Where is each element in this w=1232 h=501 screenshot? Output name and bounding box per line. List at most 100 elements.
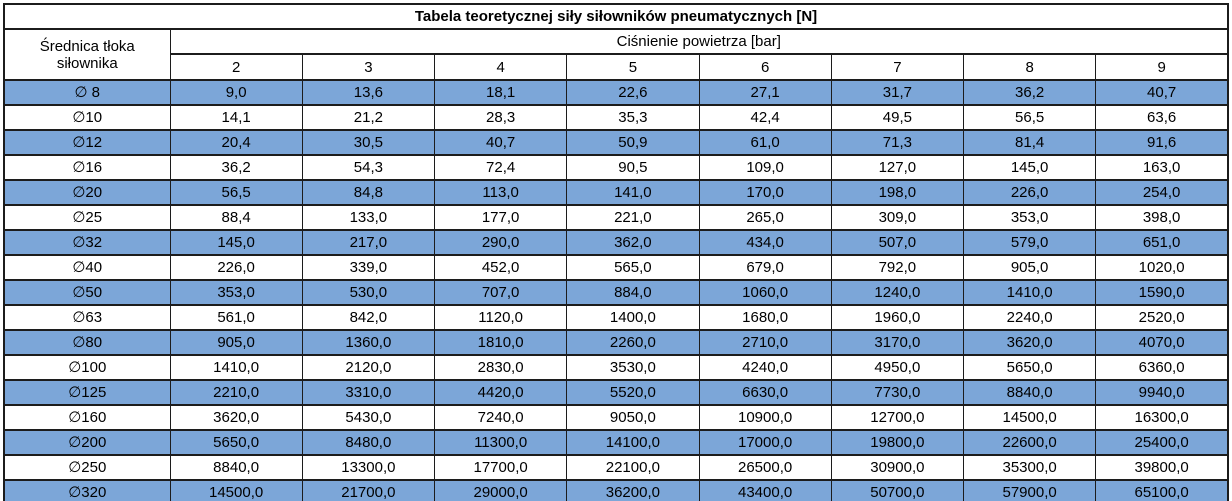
force-value-cell: 14100,0: [566, 429, 700, 456]
force-value-cell: 226,0: [962, 179, 1097, 206]
force-value-cell: 26500,0: [698, 454, 832, 481]
force-value-cell: 5650,0: [962, 354, 1097, 381]
force-value-cell: 1120,0: [433, 304, 568, 331]
force-value-cell: 5520,0: [566, 379, 700, 406]
force-value-cell: 21700,0: [301, 479, 436, 501]
diameter-cell: ∅125: [3, 379, 171, 406]
force-value-cell: 842,0: [301, 304, 436, 331]
force-value-cell: 36,2: [169, 154, 303, 181]
force-value-cell: 109,0: [698, 154, 832, 181]
diameter-cell: ∅20: [3, 179, 171, 206]
force-value-cell: 170,0: [698, 179, 832, 206]
force-value-cell: 27,1: [698, 79, 832, 106]
diameter-cell: ∅80: [3, 329, 171, 356]
force-value-cell: 9050,0: [566, 404, 700, 431]
force-value-cell: 20,4: [169, 129, 303, 156]
force-value-cell: 145,0: [962, 154, 1097, 181]
force-value-cell: 707,0: [433, 279, 568, 306]
force-value-cell: 30,5: [301, 129, 436, 156]
force-value-cell: 1060,0: [698, 279, 832, 306]
force-value-cell: 57900,0: [962, 479, 1097, 501]
diameter-cell: ∅16: [3, 154, 171, 181]
diameter-cell: ∅200: [3, 429, 171, 456]
diameter-column-header: Średnica tłoka siłownika: [3, 28, 171, 81]
diameter-cell: ∅32: [3, 229, 171, 256]
force-value-cell: 565,0: [566, 254, 700, 281]
force-value-cell: 265,0: [698, 204, 832, 231]
pressure-header-row: Średnica tłoka siłownika Ciśnienie powiet…: [3, 28, 1229, 81]
table-row: ∅ 8 9,0 13,6 18,1 22,6 27,1 31,7 36,2 40,7: [3, 79, 1229, 106]
force-value-cell: 2710,0: [698, 329, 832, 356]
force-value-cell: 22100,0: [566, 454, 700, 481]
force-value-cell: 7730,0: [830, 379, 965, 406]
diameter-cell: ∅40: [3, 254, 171, 281]
force-value-cell: 3620,0: [962, 329, 1097, 356]
force-value-cell: 9940,0: [1095, 379, 1229, 406]
force-value-cell: 2260,0: [566, 329, 700, 356]
force-value-cell: 2120,0: [301, 354, 436, 381]
force-value-cell: 530,0: [301, 279, 436, 306]
force-value-cell: 13,6: [301, 79, 436, 106]
force-value-cell: 339,0: [301, 254, 436, 281]
diameter-cell: ∅50: [3, 279, 171, 306]
diameter-cell: ∅12: [3, 129, 171, 156]
force-value-cell: 221,0: [566, 204, 700, 231]
force-value-cell: 5430,0: [301, 404, 436, 431]
pressure-column-header: 5: [566, 53, 700, 81]
pressure-column-header: 9: [1095, 53, 1229, 81]
force-value-cell: 113,0: [433, 179, 568, 206]
force-value-cell: 18,1: [433, 79, 568, 106]
table-row: ∅125 2210,0 3310,0 4420,0 5520,0 6630,0 7730,0…: [3, 379, 1229, 406]
force-value-cell: 12700,0: [830, 404, 965, 431]
force-value-cell: 561,0: [169, 304, 303, 331]
force-value-cell: 1810,0: [433, 329, 568, 356]
diameter-header-line1: Średnica tłoka: [39, 37, 135, 55]
force-value-cell: 19800,0: [830, 429, 965, 456]
force-value-cell: 61,0: [698, 129, 832, 156]
force-value-cell: 22600,0: [962, 429, 1097, 456]
diameter-cell: ∅320: [3, 479, 171, 501]
table-row: ∅40 226,0 339,0 452,0 565,0 679,0 792,0 905,0 10…: [3, 254, 1229, 281]
force-value-cell: 1020,0: [1095, 254, 1229, 281]
force-value-cell: 17000,0: [698, 429, 832, 456]
table-row: ∅80 905,0 1360,0 1810,0 2260,0 2710,0 3170,0 36…: [3, 329, 1229, 356]
force-value-cell: 217,0: [301, 229, 436, 256]
force-value-cell: 2830,0: [433, 354, 568, 381]
force-value-cell: 42,4: [698, 104, 832, 131]
diameter-header-line2: siłownika: [56, 54, 118, 72]
force-value-cell: 5650,0: [169, 429, 303, 456]
force-value-cell: 8840,0: [962, 379, 1097, 406]
force-value-cell: 353,0: [169, 279, 303, 306]
table-row: ∅32 145,0 217,0 290,0 362,0 434,0 507,0 579,0 65…: [3, 229, 1229, 256]
table-row: ∅320 14500,0 21700,0 29000,0 36200,0 43400,0 5…: [3, 479, 1229, 501]
force-value-cell: 63,6: [1095, 104, 1229, 131]
force-value-cell: 127,0: [830, 154, 965, 181]
force-value-cell: 905,0: [962, 254, 1097, 281]
force-value-cell: 163,0: [1095, 154, 1229, 181]
diameter-cell: ∅10: [3, 104, 171, 131]
diameter-cell: ∅25: [3, 204, 171, 231]
force-value-cell: 133,0: [301, 204, 436, 231]
force-value-cell: 6360,0: [1095, 354, 1229, 381]
force-value-cell: 8840,0: [169, 454, 303, 481]
force-value-cell: 14500,0: [169, 479, 303, 501]
force-value-cell: 1400,0: [566, 304, 700, 331]
force-value-cell: 28,3: [433, 104, 568, 131]
force-value-cell: 507,0: [830, 229, 965, 256]
force-value-cell: 452,0: [433, 254, 568, 281]
force-value-cell: 679,0: [698, 254, 832, 281]
force-value-cell: 16300,0: [1095, 404, 1229, 431]
force-value-cell: 49,5: [830, 104, 965, 131]
force-value-cell: 35300,0: [962, 454, 1097, 481]
force-value-cell: 254,0: [1095, 179, 1229, 206]
force-value-cell: 1410,0: [962, 279, 1097, 306]
force-value-cell: 884,0: [566, 279, 700, 306]
force-value-cell: 7240,0: [433, 404, 568, 431]
force-value-cell: 14,1: [169, 104, 303, 131]
table-row: ∅12 20,4 30,5 40,7 50,9 61,0 71,3 81,4 91,6: [3, 129, 1229, 156]
table-row: ∅63 561,0 842,0 1120,0 1400,0 1680,0 1960,0 224…: [3, 304, 1229, 331]
force-value-cell: 11300,0: [433, 429, 568, 456]
force-value-cell: 72,4: [433, 154, 568, 181]
force-value-cell: 14500,0: [962, 404, 1097, 431]
